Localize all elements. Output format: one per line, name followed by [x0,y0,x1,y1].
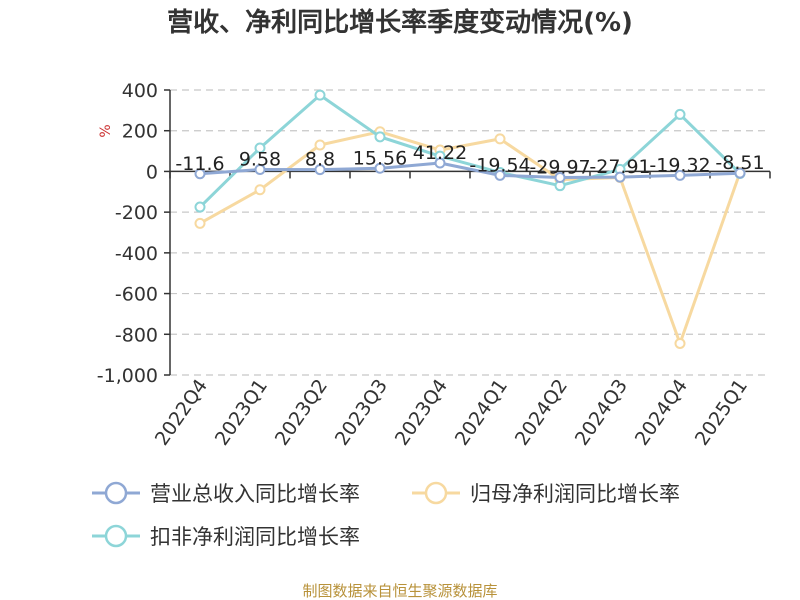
data-label: -8.51 [715,152,764,174]
legend-marker [424,481,448,505]
data-point[interactable] [254,142,266,154]
y-tick-label: -400 [115,243,158,265]
series-line [199,161,741,179]
grid-lines [170,89,770,376]
series-lines [194,89,746,349]
data-point[interactable] [494,169,506,181]
x-tick-labels: 2022Q42023Q12023Q22023Q32023Q42024Q12024… [151,375,752,449]
data-label: 8.8 [305,149,335,171]
data-point[interactable] [614,171,626,183]
data-label: -29.97 [529,157,590,179]
x-tick-label: 2024Q4 [631,375,692,449]
data-point[interactable] [434,157,446,169]
legend-item[interactable]: 扣非净利润同比增长率 [92,524,360,549]
legend-label: 营业总收入同比增长率 [150,482,360,506]
legend-label: 归母净利润同比增长率 [470,482,680,506]
data-point[interactable] [194,217,206,229]
x-tick-label: 2023Q1 [211,375,272,449]
x-tick-label: 2023Q3 [331,375,392,449]
data-point[interactable] [314,164,326,176]
y-tick-label: 0 [146,161,158,183]
x-tick-label: 2025Q1 [691,375,752,449]
data-labels: -11.6 9.58 8.8 15.56 41.22-19.54-29.97-27.91… [175,142,764,178]
data-point[interactable] [254,184,266,196]
data-point[interactable] [494,133,506,145]
x-tick-label: 2023Q4 [391,375,452,449]
data-point[interactable] [194,201,206,213]
data-label: -19.54 [469,154,530,176]
data-label: -11.6 [175,153,224,175]
source-note: 制图数据来自恒生聚源数据库 [302,582,497,600]
data-point[interactable] [314,89,326,101]
legend-marker [104,524,128,548]
data-point[interactable] [374,162,386,174]
x-tick-label: 2022Q4 [151,375,212,449]
data-label: -19.32 [649,154,710,176]
x-tick-label: 2024Q1 [451,375,512,449]
data-point[interactable] [254,163,266,175]
data-point[interactable] [314,139,326,151]
series-line [199,130,742,345]
y-tick-label: 200 [122,121,158,143]
data-point[interactable] [674,108,686,120]
legend-item[interactable]: 归母净利润同比增长率 [412,481,680,506]
legend-item[interactable]: 营业总收入同比增长率 [92,481,360,506]
legend-marker [104,481,128,505]
x-tick-label: 2024Q3 [571,375,632,449]
data-label: 15.56 [353,147,407,169]
y-tick-label: -800 [115,324,158,346]
legend-label: 扣非净利润同比增长率 [150,525,360,549]
data-point[interactable] [674,337,686,349]
data-point[interactable] [674,169,686,181]
data-label: -27.91 [589,156,650,178]
data-label: 9.58 [239,148,281,170]
y-tick-label: -600 [115,284,158,306]
y-axis-unit-label: % [98,124,114,137]
x-tick-label: 2023Q2 [271,375,332,449]
series-group [194,157,746,184]
data-label: 41.22 [413,142,467,164]
series-line [198,93,742,209]
y-tick-label: -200 [115,202,158,224]
data-point[interactable] [194,168,206,180]
y-tick-label: 400 [122,80,158,102]
data-point[interactable] [734,167,746,179]
data-point[interactable] [554,172,566,184]
x-tick-label: 2024Q2 [511,375,572,449]
y-tick-label: -1,000 [97,365,158,387]
data-point[interactable] [374,131,386,143]
axes: 400 200 0 -200 -400 -600 -800 -1,000 [97,80,771,387]
chart-title: 营收、净利同比增长率季度变动情况(%) [167,7,633,38]
